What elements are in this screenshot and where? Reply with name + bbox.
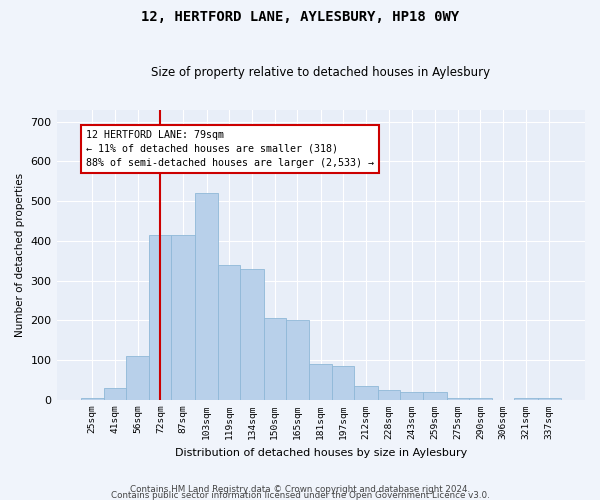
Bar: [423, 392, 447, 400]
Bar: [172, 235, 195, 400]
Bar: [240, 268, 263, 400]
Bar: [149, 235, 172, 400]
Y-axis label: Number of detached properties: Number of detached properties: [15, 173, 25, 337]
Bar: [104, 388, 126, 400]
Bar: [355, 386, 378, 400]
Bar: [447, 398, 469, 400]
Bar: [469, 398, 492, 400]
Bar: [80, 398, 104, 400]
X-axis label: Distribution of detached houses by size in Aylesbury: Distribution of detached houses by size …: [175, 448, 467, 458]
Bar: [332, 366, 355, 400]
Bar: [218, 265, 240, 400]
Text: Contains HM Land Registry data © Crown copyright and database right 2024.: Contains HM Land Registry data © Crown c…: [130, 484, 470, 494]
Bar: [263, 318, 286, 400]
Bar: [309, 364, 332, 400]
Bar: [195, 193, 218, 400]
Bar: [538, 398, 561, 400]
Bar: [378, 390, 400, 400]
Bar: [400, 392, 423, 400]
Bar: [286, 320, 309, 400]
Text: 12 HERTFORD LANE: 79sqm
← 11% of detached houses are smaller (318)
88% of semi-d: 12 HERTFORD LANE: 79sqm ← 11% of detache…: [86, 130, 374, 168]
Bar: [126, 356, 149, 400]
Text: 12, HERTFORD LANE, AYLESBURY, HP18 0WY: 12, HERTFORD LANE, AYLESBURY, HP18 0WY: [141, 10, 459, 24]
Title: Size of property relative to detached houses in Aylesbury: Size of property relative to detached ho…: [151, 66, 490, 80]
Text: Contains public sector information licensed under the Open Government Licence v3: Contains public sector information licen…: [110, 490, 490, 500]
Bar: [514, 398, 538, 400]
